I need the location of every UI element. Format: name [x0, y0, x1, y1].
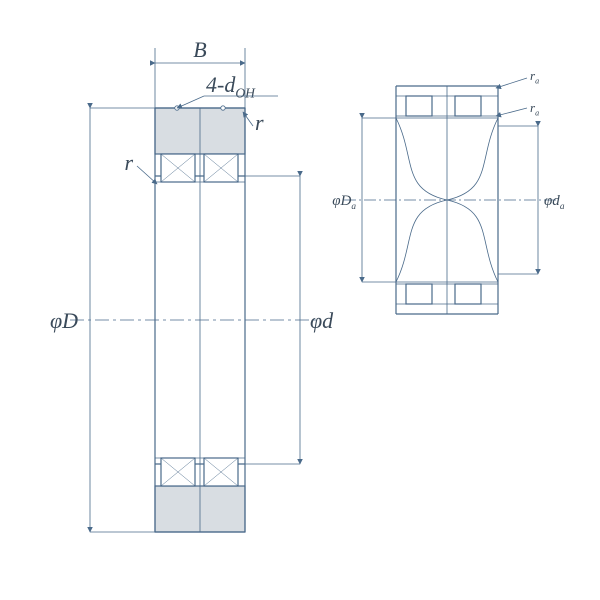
label-phi-d: φd [310, 308, 334, 333]
label-ra-outer: ra [530, 68, 539, 85]
label-B: B [193, 37, 206, 62]
label-ra-inner: ra [530, 100, 539, 117]
label-phi-Da: φDa [332, 193, 356, 212]
label-phi-da: φda [544, 193, 565, 212]
label-r-right: r [255, 110, 264, 135]
label-phi-D: φD [50, 308, 78, 333]
label-r-left: r [124, 150, 133, 175]
